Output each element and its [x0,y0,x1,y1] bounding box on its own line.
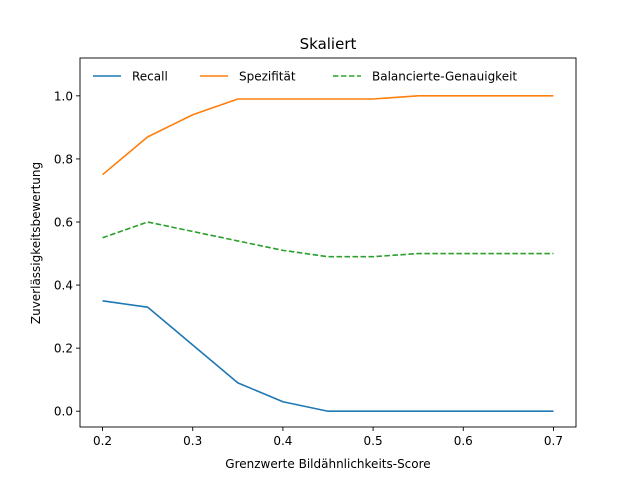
x-tick-label: 0.3 [183,434,202,448]
x-tick-label: 0.5 [364,434,383,448]
y-tick-label: 0.2 [54,342,73,356]
y-tick-label: 1.0 [54,89,73,103]
y-axis-label: Zuverlässigkeitsbewertung [29,162,43,324]
y-tick-label: 0.8 [54,152,73,166]
x-tick-label: 0.4 [273,434,292,448]
y-tick-label: 0.4 [54,279,73,293]
x-tick-label: 0.6 [454,434,473,448]
x-axis-label: Grenzwerte Bildähnlichkeits-Score [225,457,430,471]
plot-area: 0.2 0.3 0.4 0.5 0.6 0.7 0.0 0.2 0.4 0.6 0.8 1.0 [54,57,577,448]
legend-label-1: Recall [132,70,168,84]
series-line-2 [102,95,554,176]
legend-label-3: Balancierte-Genauigkeit [372,70,517,84]
chart-title: Skaliert [300,35,357,53]
y-tick-label: 0.6 [54,216,73,230]
y-tick-label: 0.0 [54,405,73,419]
legend-label-2: Spezifität [239,70,296,84]
legend: Recall Spezifität Balancierte-Genauigkeit [93,70,517,84]
x-tick-label: 0.2 [93,434,112,448]
x-tick-label: 0.7 [544,434,563,448]
axes-frame [79,57,577,428]
series-line-1 [102,300,554,413]
